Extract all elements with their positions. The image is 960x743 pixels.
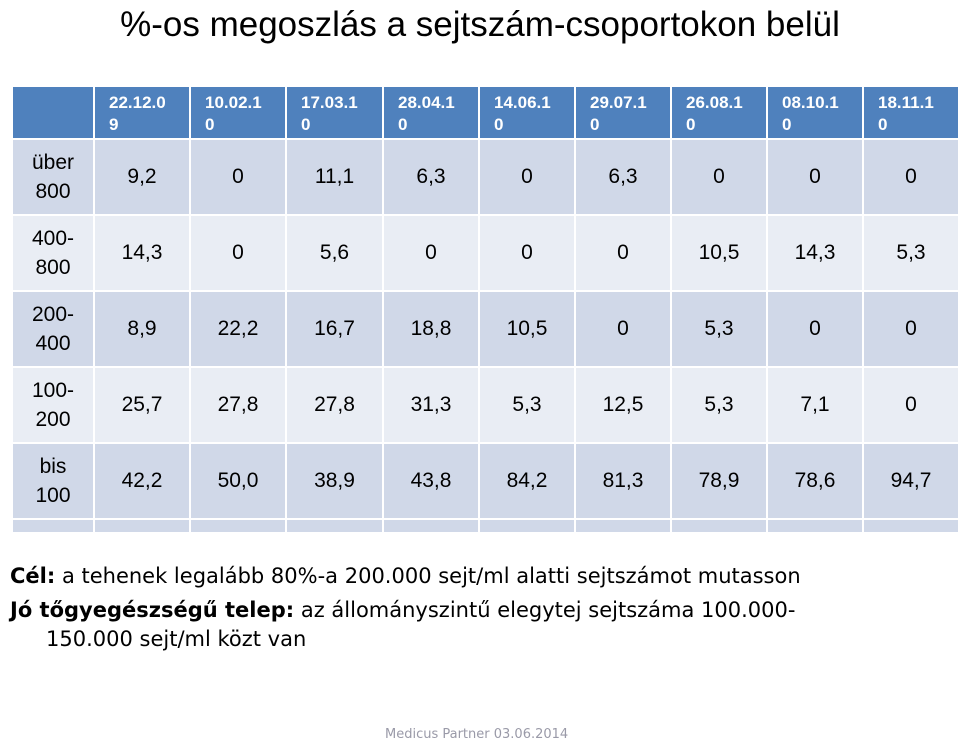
table-cell: 14,3 <box>95 216 191 292</box>
row-label: bis 100 <box>13 444 95 520</box>
date-header: 29.07.1 0 <box>576 87 672 140</box>
date-header: 14.06.1 0 <box>480 87 576 140</box>
date-header: 17.03.1 0 <box>287 87 384 140</box>
table-cell: 31,3 <box>384 368 480 444</box>
table-cell: 18,8 <box>384 292 480 368</box>
table-row: 100- 200 25,7 27,8 27,8 31,3 5,3 12,5 5,3 7,1 0 <box>13 368 960 444</box>
table-row: über 800 9,2 0 11,1 6,3 0 6,3 0 0 0 <box>13 140 960 216</box>
table-cell: 0 <box>191 216 287 292</box>
goal-label: Cél: <box>10 564 56 588</box>
filler-cell <box>95 520 191 534</box>
row-label: 100- 200 <box>13 368 95 444</box>
table-cell: 27,8 <box>191 368 287 444</box>
table-filler-row <box>13 520 960 534</box>
filler-cell <box>576 520 672 534</box>
filler-cell <box>480 520 576 534</box>
filler-cell <box>13 520 95 534</box>
date-header: 18.11.1 0 <box>864 87 960 140</box>
table-cell: 50,0 <box>191 444 287 520</box>
date-header: 28.04.1 0 <box>384 87 480 140</box>
table-cell: 22,2 <box>191 292 287 368</box>
table-cell: 6,3 <box>384 140 480 216</box>
table-cell: 8,9 <box>95 292 191 368</box>
table-cell: 78,6 <box>768 444 864 520</box>
table-cell: 0 <box>191 140 287 216</box>
header-corner-cell <box>13 87 95 140</box>
date-header: 22.12.0 9 <box>95 87 191 140</box>
filler-cell <box>864 520 960 534</box>
date-header: 08.10.1 0 <box>768 87 864 140</box>
table-cell: 0 <box>576 292 672 368</box>
header-row: 22.12.0 9 10.02.1 0 17.03.1 0 28.04.1 0 14.0… <box>13 87 960 140</box>
table-cell: 0 <box>768 292 864 368</box>
row-label: über 800 <box>13 140 95 216</box>
table-cell: 16,7 <box>287 292 384 368</box>
table-cell: 0 <box>576 216 672 292</box>
table-cell: 84,2 <box>480 444 576 520</box>
slide-title: %-os megoszlás a sejtszám-csoportokon be… <box>120 5 840 44</box>
table-cell: 25,7 <box>95 368 191 444</box>
date-header: 10.02.1 0 <box>191 87 287 140</box>
table-cell: 12,5 <box>576 368 672 444</box>
table-cell: 5,3 <box>864 216 960 292</box>
filler-cell <box>191 520 287 534</box>
table-cell: 0 <box>480 216 576 292</box>
table-cell: 94,7 <box>864 444 960 520</box>
table-cell: 0 <box>480 140 576 216</box>
table-cell: 6,3 <box>576 140 672 216</box>
row-label: 200- 400 <box>13 292 95 368</box>
table-body: über 800 9,2 0 11,1 6,3 0 6,3 0 0 0 400- 800 14,3 0 5,6… <box>13 140 960 534</box>
cell-count-table: 22.12.0 9 10.02.1 0 17.03.1 0 28.04.1 0 14.0… <box>13 87 960 534</box>
row-label: 400- 800 <box>13 216 95 292</box>
table-cell: 42,2 <box>95 444 191 520</box>
filler-cell <box>384 520 480 534</box>
table-row: bis 100 42,2 50,0 38,9 43,8 84,2 81,3 78,9 78,6 94… <box>13 444 960 520</box>
date-header: 26.08.1 0 <box>672 87 768 140</box>
table-cell: 0 <box>672 140 768 216</box>
notes: Cél: a tehenek legalább 80%-a 200.000 se… <box>10 562 930 653</box>
table-row: 200- 400 8,9 22,2 16,7 18,8 10,5 0 5,3 0 0 <box>13 292 960 368</box>
table-cell: 11,1 <box>287 140 384 216</box>
farm-text: az állományszintű elegytej sejtszáma 100… <box>294 598 796 623</box>
table-cell: 0 <box>864 368 960 444</box>
filler-cell <box>287 520 384 534</box>
goal-note: Cél: a tehenek legalább 80%-a 200.000 se… <box>10 562 930 590</box>
table-cell: 81,3 <box>576 444 672 520</box>
table-cell: 5,3 <box>672 368 768 444</box>
table-cell: 10,5 <box>672 216 768 292</box>
table-cell: 0 <box>384 216 480 292</box>
footer-text: Medicus Partner 03.06.2014 <box>385 727 569 742</box>
goal-text: a tehenek legalább 80%-a 200.000 sejt/ml… <box>55 564 801 588</box>
table-row: 400- 800 14,3 0 5,6 0 0 0 10,5 14,3 5,3 <box>13 216 960 292</box>
table-cell: 78,9 <box>672 444 768 520</box>
table-cell: 5,3 <box>480 368 576 444</box>
table-cell: 43,8 <box>384 444 480 520</box>
filler-cell <box>768 520 864 534</box>
table-cell: 27,8 <box>287 368 384 444</box>
farm-note: Jó tőgyegészségű telep: az állományszint… <box>10 596 930 653</box>
table-cell: 14,3 <box>768 216 864 292</box>
farm-text-continued: 150.000 sejt/ml közt van <box>46 626 307 651</box>
filler-cell <box>672 520 768 534</box>
table-cell: 9,2 <box>95 140 191 216</box>
table-cell: 5,3 <box>672 292 768 368</box>
table-cell: 0 <box>864 140 960 216</box>
farm-label: Jó tőgyegészségű telep: <box>10 598 295 623</box>
table-cell: 0 <box>864 292 960 368</box>
table-cell: 38,9 <box>287 444 384 520</box>
table-cell: 7,1 <box>768 368 864 444</box>
table-cell: 5,6 <box>287 216 384 292</box>
table-cell: 0 <box>768 140 864 216</box>
table-cell: 10,5 <box>480 292 576 368</box>
